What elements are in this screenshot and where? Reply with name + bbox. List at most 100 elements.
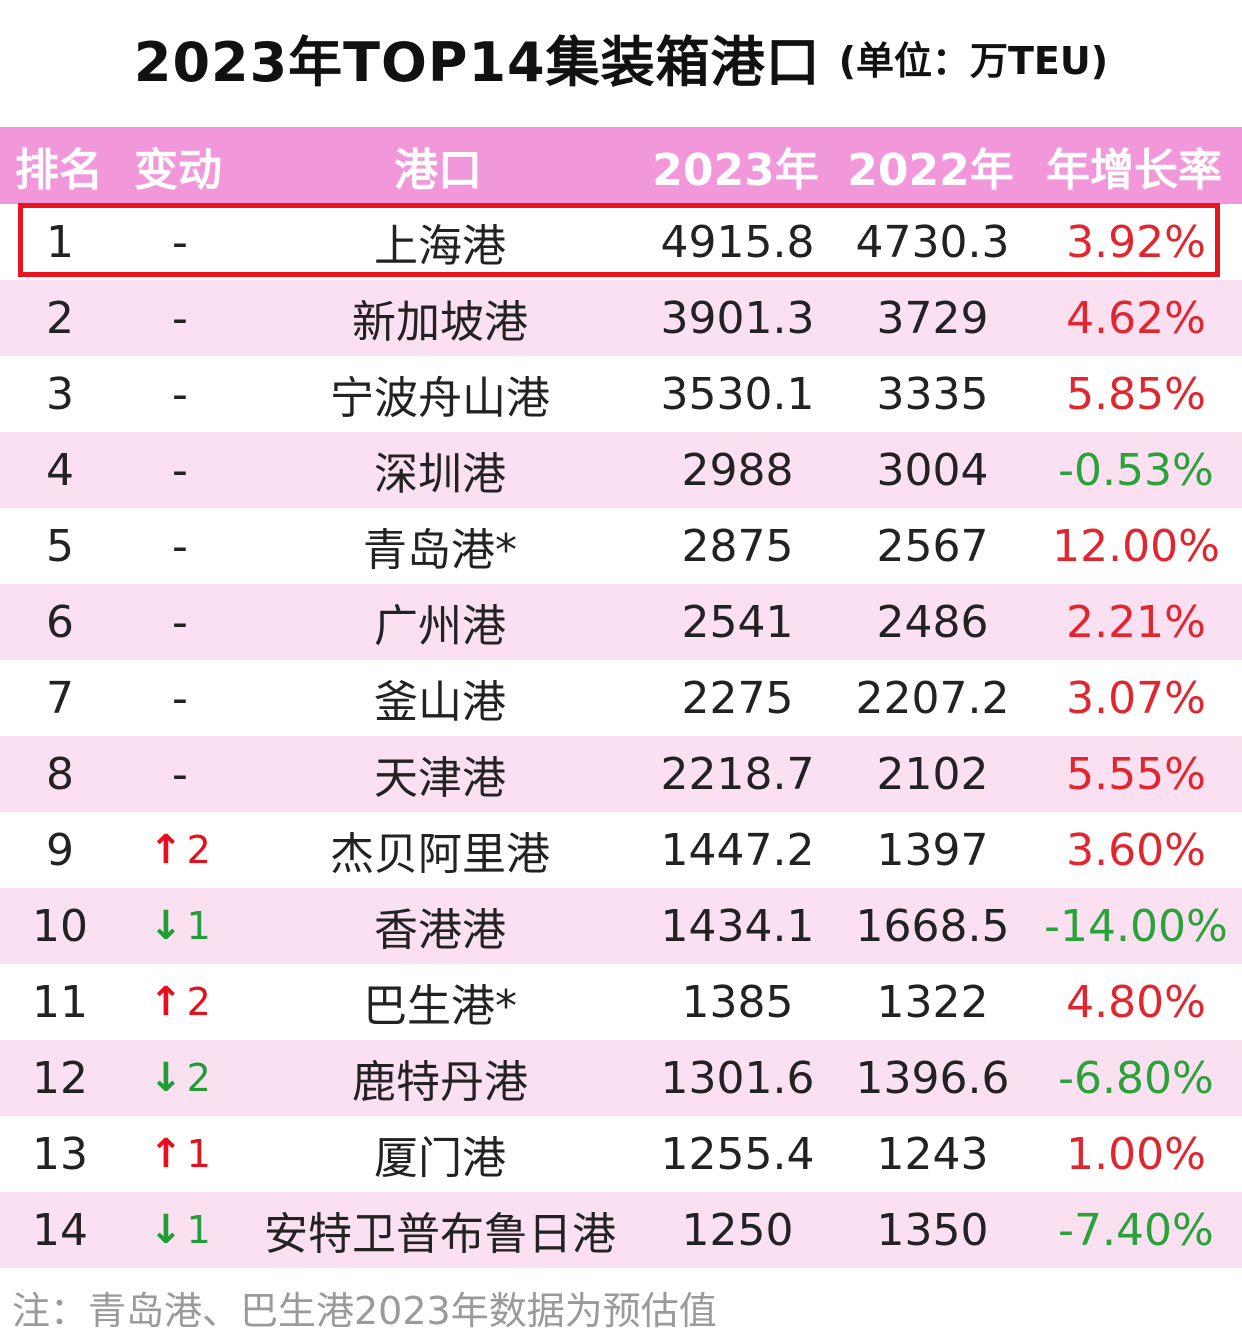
- rank-cell: 4: [46, 444, 74, 496]
- arrow-up-icon: ↑: [149, 827, 183, 873]
- value-2022-cell: 1397: [876, 824, 989, 876]
- change-cell: -: [120, 660, 240, 736]
- change-dash: -: [172, 672, 188, 724]
- table-row: 8 - 天津港 2218.7 2102 5.55%: [0, 736, 1242, 812]
- growth-cell: 3.92%: [1066, 216, 1206, 268]
- port-cell: 杰贝阿里港: [330, 829, 550, 880]
- rank-cell: 10: [32, 900, 88, 952]
- port-cell: 厦门港: [374, 1133, 506, 1184]
- change-dash: -: [172, 444, 188, 496]
- port-cell: 天津港: [374, 753, 506, 804]
- value-2022-cell: 3335: [876, 368, 989, 420]
- footnote: 注：青岛港、巴生港2023年数据为预估值: [12, 1289, 717, 1333]
- change-value: 2: [186, 1056, 211, 1100]
- value-2023-cell: 2275: [681, 672, 794, 724]
- change-cell: ↓ 2: [120, 1040, 240, 1116]
- rank-cell: 14: [32, 1204, 88, 1256]
- change-cell: -: [120, 280, 240, 356]
- value-2022-cell: 2567: [876, 520, 989, 572]
- change-value: 1: [186, 1132, 211, 1176]
- table-body: 1- 上海港 4915.8 4730.3 3.92% 2- 新加坡港 3901.3 3729 4.…: [0, 204, 1242, 1268]
- rank-cell: 13: [32, 1128, 88, 1180]
- table-row: 4 - 深圳港 2988 3004 -0.53%: [0, 432, 1242, 508]
- change-dash: -: [172, 748, 188, 800]
- growth-cell: -7.40%: [1058, 1204, 1214, 1256]
- port-cell: 巴生港*: [363, 981, 517, 1032]
- growth-cell: 1.00%: [1066, 1128, 1206, 1180]
- port-cell: 香港港: [374, 905, 506, 956]
- header-growth: 年增长率: [1046, 144, 1222, 196]
- change-dash: -: [172, 292, 188, 344]
- title-text: 2023年TOP14集装箱港口: [133, 31, 821, 94]
- change-cell: ↑ 2: [120, 964, 240, 1040]
- change-dash: -: [172, 596, 188, 648]
- value-2022-cell: 2102: [876, 748, 989, 800]
- change-value: 1: [186, 904, 211, 948]
- value-2022-cell: 1668.5: [855, 900, 1010, 952]
- table-row: 1 - 上海港 4915.8 4730.3 3.92%: [0, 204, 1242, 280]
- table-row: 14 ↓ 1 安特卫普布鲁日港 1250 1350 -7.40%: [0, 1192, 1242, 1268]
- header-port: 港口: [394, 144, 482, 196]
- growth-cell: -14.00%: [1044, 900, 1228, 952]
- change-dash: -: [172, 520, 188, 572]
- change-cell: ↓ 1: [120, 1192, 240, 1268]
- change-cell: ↑ 2: [120, 812, 240, 888]
- value-2022-cell: 1322: [876, 976, 989, 1028]
- port-cell: 广州港: [374, 601, 506, 652]
- unit-text: (单位：万TEU): [838, 39, 1109, 83]
- growth-cell: 5.85%: [1066, 368, 1206, 420]
- value-2023-cell: 2541: [681, 596, 794, 648]
- header-rank: 排名: [15, 144, 103, 196]
- port-cell: 上海港: [374, 221, 506, 272]
- value-2023-cell: 3530.1: [660, 368, 815, 420]
- table-row: 7 - 釜山港 2275 2207.2 3.07%: [0, 660, 1242, 736]
- value-2023-cell: 3901.3: [660, 292, 815, 344]
- change-value: 1: [186, 1208, 211, 1252]
- port-cell: 鹿特丹港: [352, 1057, 528, 1108]
- rank-cell: 7: [46, 672, 74, 724]
- rank-cell: 1: [46, 216, 74, 268]
- rank-cell: 3: [46, 368, 74, 420]
- header-change: 变动: [134, 144, 222, 196]
- table-row: 5 - 青岛港* 2875 2567 12.00%: [0, 508, 1242, 584]
- change-dash: -: [172, 216, 188, 268]
- growth-cell: 3.60%: [1066, 824, 1206, 876]
- chart-title: 2023年TOP14集装箱港口 (单位：万TEU): [0, 18, 1242, 118]
- table-row: 6 - 广州港 2541 2486 2.21%: [0, 584, 1242, 660]
- growth-cell: 4.62%: [1066, 292, 1206, 344]
- rank-cell: 2: [46, 292, 74, 344]
- port-cell: 安特卫普布鲁日港: [264, 1209, 616, 1260]
- arrow-up-icon: ↑: [149, 1131, 183, 1177]
- arrow-up-icon: ↑: [149, 979, 183, 1025]
- value-2022-cell: 4730.3: [855, 216, 1010, 268]
- value-2022-cell: 1350: [876, 1204, 989, 1256]
- value-2023-cell: 2988: [681, 444, 794, 496]
- change-cell: -: [120, 432, 240, 508]
- table-row: 2 - 新加坡港 3901.3 3729 4.62%: [0, 280, 1242, 356]
- value-2022-cell: 1396.6: [855, 1052, 1010, 1104]
- change-cell: ↑ 1: [120, 1116, 240, 1192]
- table-row: 10 ↓ 1 香港港 1434.1 1668.5 -14.00%: [0, 888, 1242, 964]
- port-cell: 宁波舟山港: [330, 373, 550, 424]
- rank-cell: 5: [46, 520, 74, 572]
- header-2023: 2023年: [652, 144, 819, 196]
- value-2022-cell: 3729: [876, 292, 989, 344]
- port-cell: 新加坡港: [352, 297, 528, 348]
- change-value: 2: [186, 980, 211, 1024]
- arrow-down-icon: ↓: [149, 1207, 183, 1253]
- table-row: 9 ↑ 2 杰贝阿里港 1447.2 1397 3.60%: [0, 812, 1242, 888]
- value-2022-cell: 2486: [876, 596, 989, 648]
- table-header: 排名 变动 港口 2023年 2022年 年增长率: [0, 127, 1242, 204]
- value-2022-cell: 2207.2: [855, 672, 1010, 724]
- arrow-down-icon: ↓: [149, 903, 183, 949]
- value-2023-cell: 1301.6: [660, 1052, 815, 1104]
- rank-cell: 6: [46, 596, 74, 648]
- rank-cell: 11: [32, 976, 88, 1028]
- port-cell: 青岛港*: [363, 525, 517, 576]
- change-cell: ↓ 1: [120, 888, 240, 964]
- value-2023-cell: 1434.1: [660, 900, 815, 952]
- growth-cell: -6.80%: [1058, 1052, 1214, 1104]
- growth-cell: 12.00%: [1052, 520, 1220, 572]
- value-2023-cell: 2218.7: [660, 748, 815, 800]
- value-2023-cell: 1447.2: [660, 824, 815, 876]
